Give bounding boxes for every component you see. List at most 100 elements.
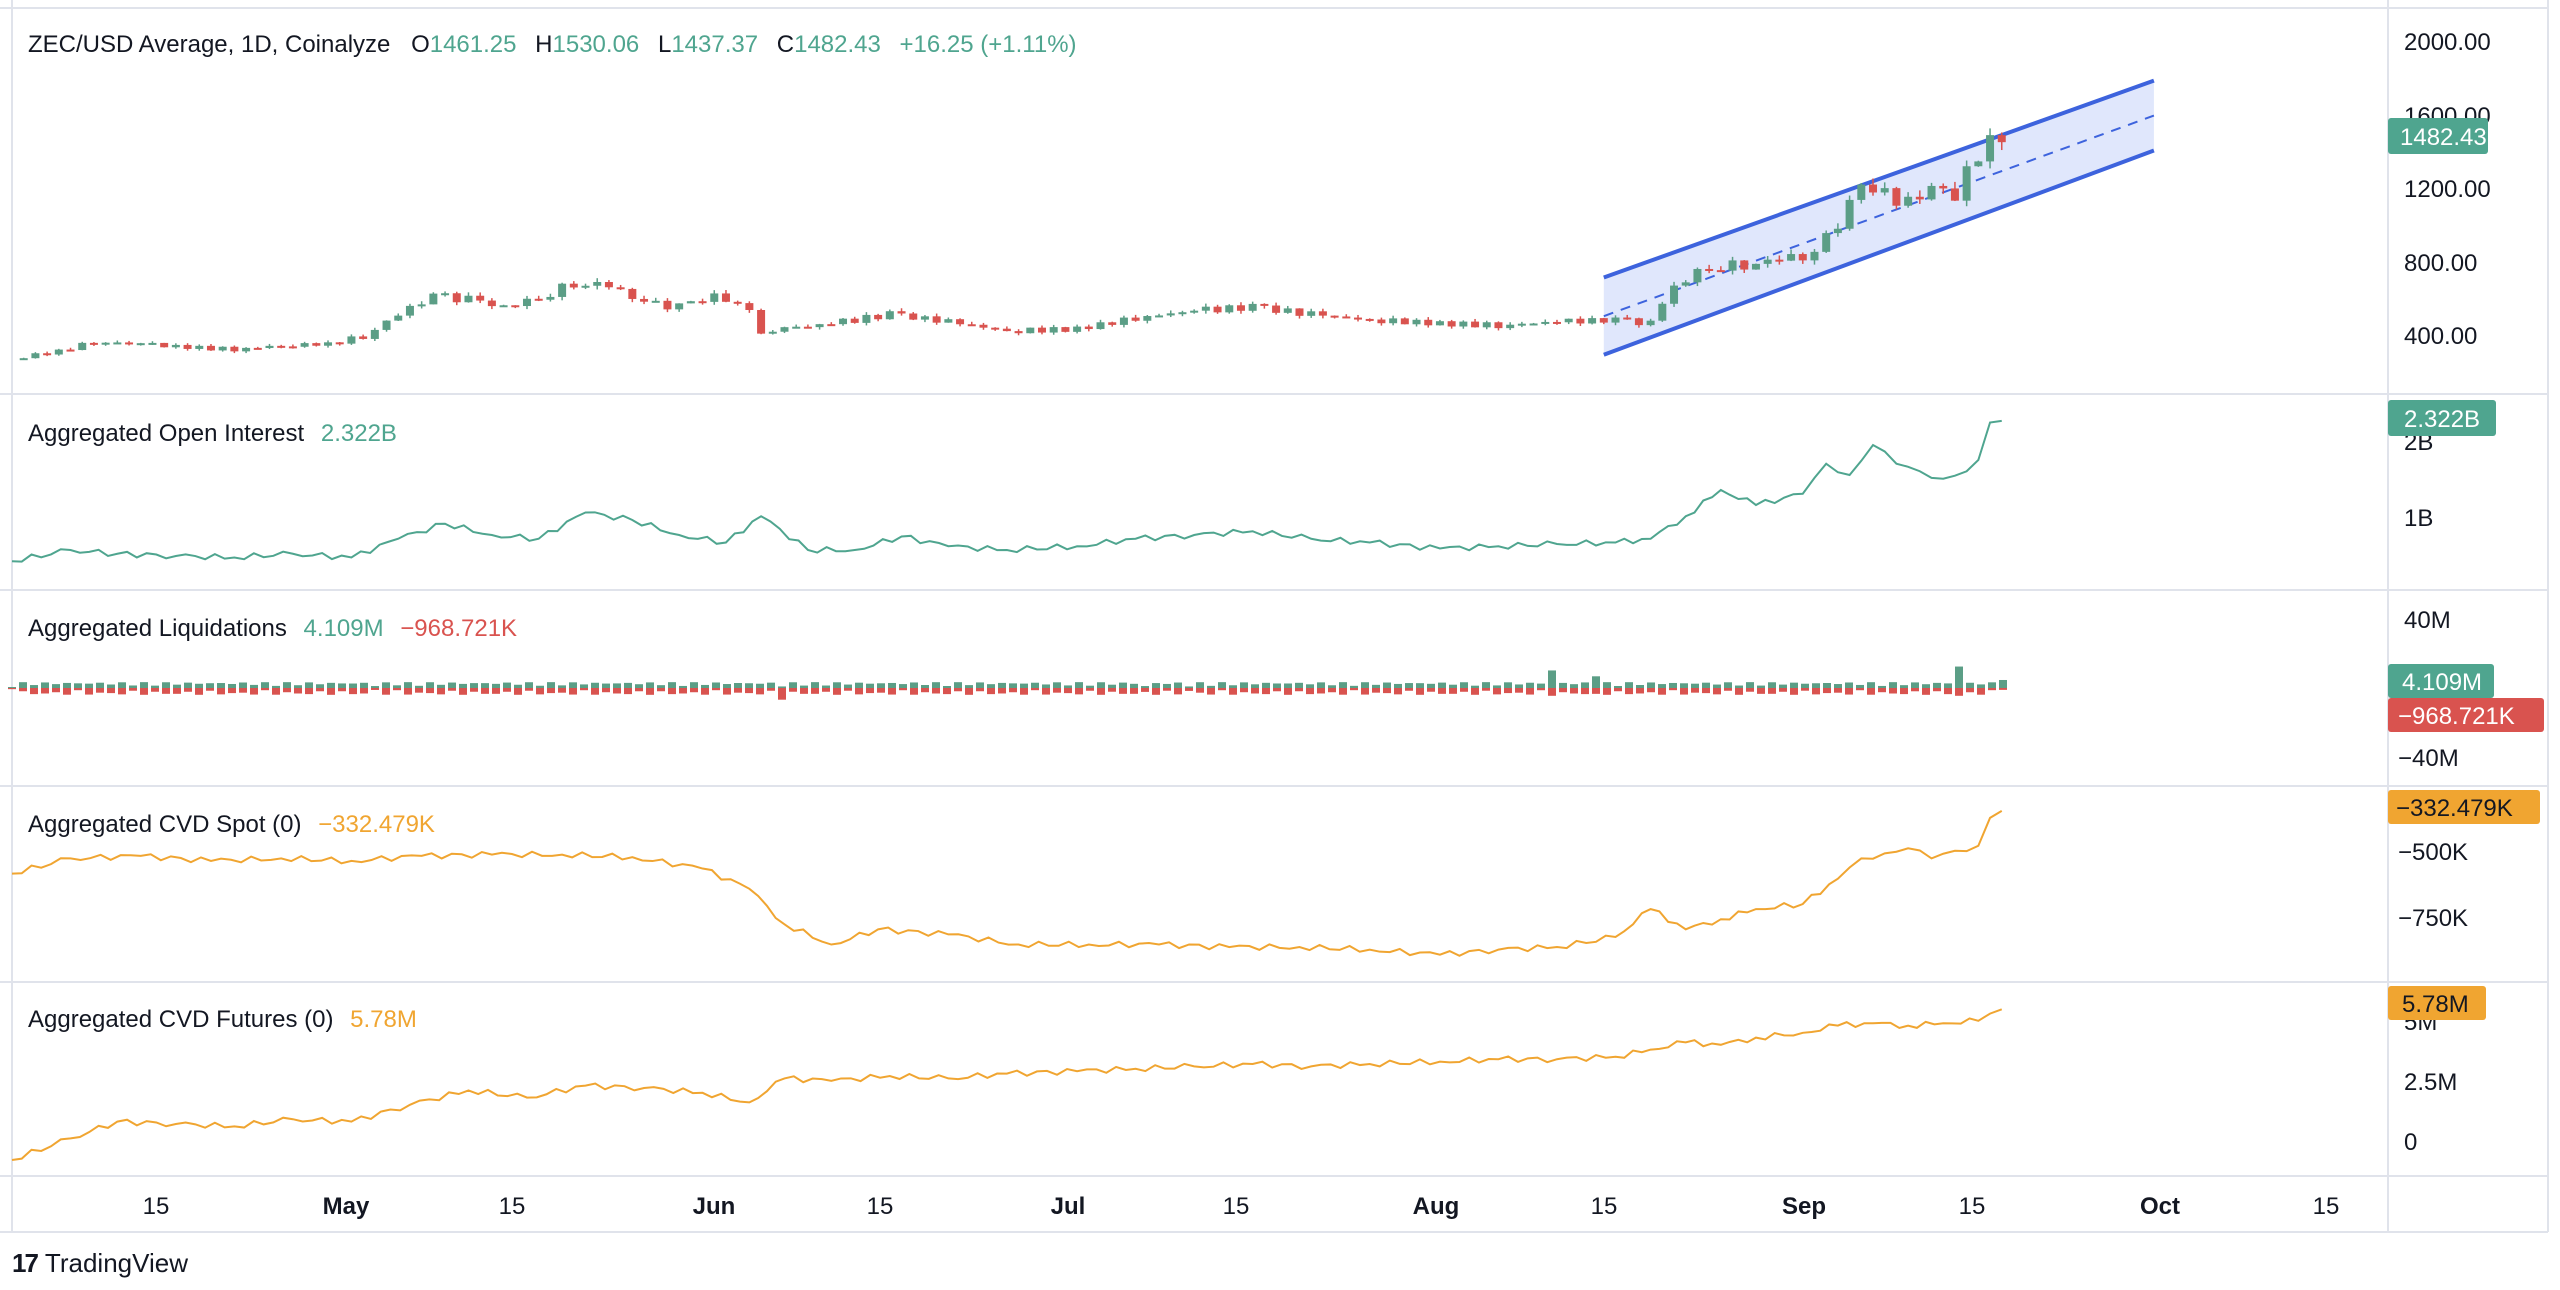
liq-long-bar — [1735, 685, 1743, 688]
candle-body — [1295, 308, 1304, 316]
liq-short-bar — [492, 688, 500, 694]
liq-short-bar — [998, 688, 1006, 694]
liq-short-bar — [602, 688, 610, 693]
liq-short-bar — [1856, 688, 1864, 691]
candle-body — [1670, 285, 1679, 304]
liq-short-bar — [921, 688, 929, 693]
liq-long-bar — [1900, 685, 1908, 688]
liq-short-bar — [1900, 688, 1908, 695]
liq-axis[interactable]: 40M −40M 4.109M −968.721K — [2388, 607, 2544, 772]
liq-long-bar — [910, 682, 918, 688]
candle-body — [218, 346, 227, 351]
time-label: Jul — [1051, 1193, 1086, 1220]
open-label: O — [411, 31, 430, 58]
liq-short-bar — [734, 688, 742, 693]
liq-short-bar — [1636, 688, 1644, 694]
liq-short-bar — [1493, 688, 1501, 695]
liq-long-bar — [503, 682, 511, 688]
liq-short-bar — [272, 688, 280, 695]
liq-long-bar — [646, 682, 654, 688]
time-label: May — [323, 1193, 370, 1220]
candle-body — [698, 301, 707, 304]
liq-long-bar — [1944, 683, 1952, 688]
time-axis[interactable]: 15 May 15 Jun 15 Jul 15 Aug 15 Sep 15 Oc… — [143, 1193, 2340, 1220]
liq-short-bar — [1174, 688, 1182, 695]
cvd-spot-series — [11, 810, 2003, 957]
liq-short-bar — [1812, 688, 1820, 695]
liq-long-bar — [1317, 682, 1325, 688]
liq-long-bar — [1834, 684, 1842, 688]
candle-body — [1014, 331, 1023, 334]
candle-body — [89, 342, 98, 345]
liq-short-bar — [778, 688, 786, 700]
liq-short-bar — [1427, 688, 1435, 692]
liq-long-bar — [1075, 682, 1083, 688]
time-label: 15 — [499, 1193, 526, 1220]
candle-body — [1740, 260, 1749, 270]
liq-long-bar — [371, 686, 379, 688]
liq-tick: −40M — [2398, 745, 2459, 772]
liq-long-bar — [1251, 684, 1259, 688]
liq-short-bar — [679, 688, 687, 694]
liq-long-bar — [1009, 683, 1017, 688]
oi-last-badge-text: 2.322B — [2404, 406, 2480, 433]
liq-long-bar — [1504, 682, 1512, 688]
liq-long-value: 4.109M — [304, 615, 384, 642]
candle-body — [160, 342, 169, 348]
candle-body — [1119, 317, 1128, 325]
liq-short-bar — [481, 688, 489, 694]
liq-long-bar — [74, 683, 82, 688]
cvd-fut-legend: Aggregated CVD Futures (0) 5.78M — [28, 1006, 417, 1033]
liq-long-bar — [459, 683, 467, 688]
liq-long-bar — [30, 685, 38, 688]
footer-brand[interactable]: 17 TradingView — [12, 1248, 188, 1279]
liq-short-bar — [888, 688, 896, 695]
candle-body — [1658, 303, 1667, 321]
candle-body — [1049, 327, 1058, 333]
candle-body — [359, 336, 368, 339]
liq-long-bar — [1526, 682, 1534, 688]
channel-upper-line — [1603, 78, 2155, 280]
oi-axis[interactable]: 2B 1B 2.322B — [2388, 400, 2496, 532]
candle-body — [242, 347, 251, 352]
liq-long-bar — [602, 683, 610, 688]
candle-body — [1646, 320, 1655, 326]
liq-long-bar — [1284, 683, 1292, 688]
liq-short-bar — [822, 688, 830, 692]
liq-long-bar — [679, 685, 687, 688]
liq-long-bar — [1680, 683, 1688, 688]
liq-short-bar — [437, 688, 445, 695]
liq-legend: Aggregated Liquidations 4.109M −968.721K — [28, 615, 517, 642]
liq-long-badge — [2388, 664, 2494, 698]
time-label: Jun — [693, 1193, 736, 1220]
candle-body — [1775, 259, 1784, 262]
cvd-spot-tick: −500K — [2398, 839, 2468, 866]
liq-short-bar — [833, 688, 841, 695]
candlestick-series — [19, 128, 2006, 361]
regression-channel[interactable] — [1603, 78, 2155, 357]
oi-value: 2.322B — [321, 420, 397, 447]
candle-body — [815, 324, 824, 328]
liq-long-bar — [844, 684, 852, 688]
liq-short-bar — [1064, 688, 1072, 694]
candle-body — [1447, 321, 1456, 327]
candle-body — [721, 293, 730, 302]
cvd-fut-axis[interactable]: 5M 2.5M 0 5.78M — [2388, 986, 2486, 1156]
candle-body — [265, 345, 274, 349]
price-axis[interactable]: 2000.00 1600.00 1200.00 800.00 400.00 14… — [2388, 29, 2491, 350]
cvd-spot-axis[interactable]: −500K −750K −332.479K — [2388, 790, 2540, 932]
liq-short-bar — [1559, 688, 1567, 693]
liq-short-bar — [1944, 688, 1952, 695]
price-last-badge — [2388, 118, 2488, 154]
liq-long-bar — [360, 682, 368, 688]
candle-body — [1810, 251, 1819, 261]
candle-body — [31, 353, 40, 359]
liq-short-value: −968.721K — [400, 615, 517, 642]
candle-body — [1061, 327, 1070, 332]
candle-body — [991, 327, 1000, 330]
liq-long-bar — [1889, 682, 1897, 688]
liq-long-bar — [162, 682, 170, 688]
candle-body — [1412, 319, 1421, 325]
liq-long-bar — [1383, 682, 1391, 688]
